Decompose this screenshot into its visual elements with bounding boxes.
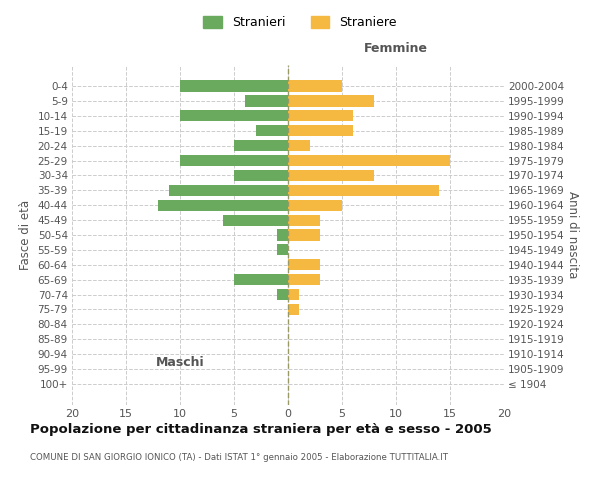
Bar (288, 80, 342, 92)
Bar (288, 259, 320, 270)
Bar (180, 155, 288, 166)
Bar (288, 155, 450, 166)
Text: Popolazione per cittadinanza straniera per età e sesso - 2005: Popolazione per cittadinanza straniera p… (30, 422, 492, 436)
Y-axis label: Fasce di età: Fasce di età (19, 200, 32, 270)
Bar (223, 214, 288, 226)
Bar (288, 274, 320, 285)
Text: Maschi: Maschi (155, 356, 205, 369)
Bar (288, 96, 374, 106)
Legend: Stranieri, Straniere: Stranieri, Straniere (198, 11, 402, 34)
Bar (277, 289, 288, 300)
Bar (288, 184, 439, 196)
Bar (288, 214, 320, 226)
Bar (277, 244, 288, 256)
Bar (180, 80, 288, 92)
Bar (288, 304, 299, 315)
Bar (234, 140, 288, 151)
Bar (158, 200, 288, 211)
Bar (245, 96, 288, 106)
Y-axis label: Anni di nascita: Anni di nascita (566, 192, 579, 278)
Bar (288, 170, 374, 181)
Text: COMUNE DI SAN GIORGIO IONICO (TA) - Dati ISTAT 1° gennaio 2005 - Elaborazione TU: COMUNE DI SAN GIORGIO IONICO (TA) - Dati… (30, 452, 448, 462)
Bar (256, 125, 288, 136)
Bar (180, 110, 288, 122)
Text: Femmine: Femmine (364, 42, 428, 55)
Bar (288, 140, 310, 151)
Bar (234, 170, 288, 181)
Bar (169, 184, 288, 196)
Bar (288, 230, 320, 240)
Bar (288, 289, 299, 300)
Bar (277, 230, 288, 240)
Bar (234, 274, 288, 285)
Bar (288, 200, 342, 211)
Bar (288, 125, 353, 136)
Bar (288, 110, 353, 122)
